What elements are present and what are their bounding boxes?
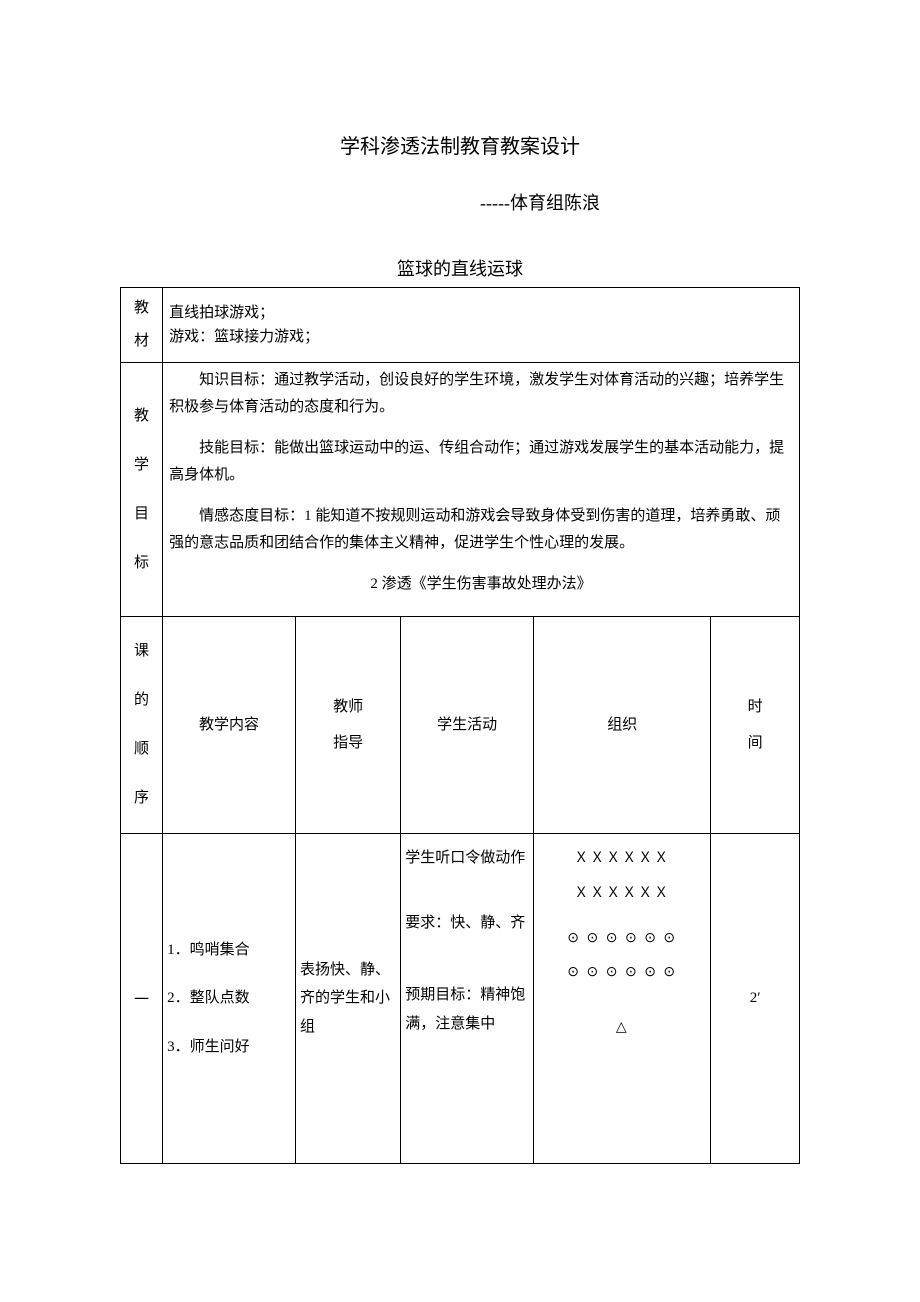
goal-skill: 技能目标：能做出篮球运动中的运、传组合动作；通过游戏发展学生的基本活动能力，提高… — [169, 435, 793, 489]
section1-content: 1．鸣哨集合 2．整队点数 3．师生问好 — [163, 834, 296, 1164]
student-item: 预期目标：精神饱满，注意集中 — [405, 981, 529, 1038]
materials-line: 游戏：篮球接力游戏； — [169, 325, 793, 349]
formation-row: ⊙ ⊙ ⊙ ⊙ ⊙ ⊙ — [537, 958, 707, 989]
doc-title: 学科渗透法制教育教案设计 — [120, 130, 800, 159]
label-char: 顺 — [134, 733, 149, 766]
formation-row: ＸＸＸＸＸＸ — [537, 879, 707, 910]
header-line: 间 — [713, 725, 797, 761]
header-line: 指导 — [298, 725, 398, 761]
goals-label: 教 学 目 标 — [121, 363, 163, 617]
goal-law: 2 渗透《学生伤害事故处理办法》 — [169, 571, 793, 598]
section1-teacher: 表扬快、静、齐的学生和小组 — [295, 834, 400, 1164]
goal-knowledge: 知识目标：通过教学活动，创设良好的学生环境，激发学生对体育活动的兴趣；培养学生积… — [169, 367, 793, 421]
label-char: 教 — [134, 400, 149, 433]
section1-formation: ＸＸＸＸＸＸ ＸＸＸＸＸＸ ⊙ ⊙ ⊙ ⊙ ⊙ ⊙ ⊙ ⊙ ⊙ ⊙ ⊙ ⊙ △ — [534, 834, 711, 1164]
goals-row: 教 学 目 标 知识目标：通过教学活动，创设良好的学生环境，激发学生对体育活动的… — [121, 363, 800, 617]
student-item: 要求：快、静、齐 — [405, 909, 529, 938]
section-title: 篮球的直线运球 — [120, 255, 800, 281]
label-char: 序 — [134, 782, 149, 815]
materials-content: 直线拍球游戏； 游戏：篮球接力游戏； — [163, 288, 800, 363]
label-char: 材 — [124, 325, 159, 358]
content-item: 3．师生问好 — [167, 1033, 291, 1062]
goals-content: 知识目标：通过教学活动，创设良好的学生环境，激发学生对体育活动的兴趣；培养学生积… — [163, 363, 800, 617]
label-char: 教 — [124, 292, 159, 325]
section1-label: 一 — [121, 834, 163, 1164]
materials-label: 教 材 — [121, 288, 163, 363]
section1-student: 学生听口令做动作 要求：快、静、齐 预期目标：精神饱满，注意集中 — [401, 834, 534, 1164]
label-char: 学 — [134, 449, 149, 482]
goal-attitude: 情感态度目标：1 能知道不按规则运动和游戏会导致身体受到伤害的道理，培养勇敢、顽… — [169, 503, 793, 557]
header-teacher-guide: 教师 指导 — [295, 617, 400, 834]
header-time: 时 间 — [711, 617, 800, 834]
header-student-activity: 学生活动 — [401, 617, 534, 834]
header-line: 教师 — [298, 689, 398, 725]
content-item: 1．鸣哨集合 — [167, 936, 291, 965]
header-organization: 组织 — [534, 617, 711, 834]
formation-row: ＸＸＸＸＸＸ — [537, 844, 707, 875]
section1-row: 一 1．鸣哨集合 2．整队点数 3．师生问好 表扬快、静、齐的学生和小组 学生听… — [121, 834, 800, 1164]
section1-time: 2′ — [711, 834, 800, 1164]
header-teaching-content: 教学内容 — [163, 617, 296, 834]
doc-subtitle: -----体育组陈浪 — [120, 189, 800, 215]
header-line: 时 — [713, 689, 797, 725]
label-char: 目 — [134, 498, 149, 531]
lesson-table: 教 材 直线拍球游戏； 游戏：篮球接力游戏； 教 学 目 标 知识目标：通过教学… — [120, 287, 800, 1164]
header-row: 课 的 顺 序 教学内容 教师 指导 学生活动 组织 时 间 — [121, 617, 800, 834]
formation-row: ⊙ ⊙ ⊙ ⊙ ⊙ ⊙ — [537, 924, 707, 955]
content-item: 2．整队点数 — [167, 984, 291, 1013]
label-char: 标 — [134, 547, 149, 580]
formation-teacher-mark: △ — [537, 1013, 707, 1044]
student-item: 学生听口令做动作 — [405, 844, 529, 873]
sequence-label: 课 的 顺 序 — [121, 617, 163, 834]
label-char: 课 — [134, 635, 149, 668]
materials-row: 教 材 直线拍球游戏； 游戏：篮球接力游戏； — [121, 288, 800, 363]
label-char: 的 — [134, 684, 149, 717]
materials-line: 直线拍球游戏； — [169, 301, 793, 325]
